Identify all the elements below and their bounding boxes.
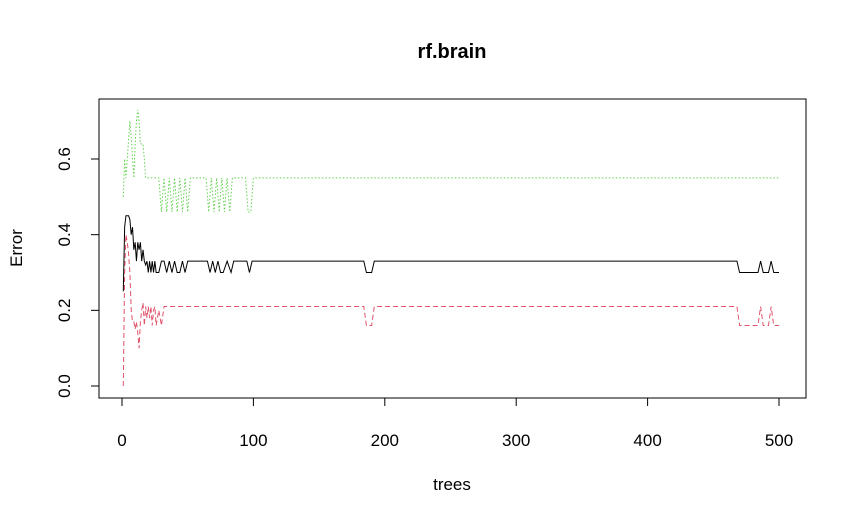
y-tick-label: 0.2 <box>55 299 74 323</box>
y-tick-label: 0.6 <box>55 147 74 171</box>
series-layer <box>122 109 779 387</box>
series-line-0 <box>122 215 779 292</box>
x-tick-label: 100 <box>239 431 267 450</box>
x-tick-label: 300 <box>502 431 530 450</box>
plot-frame <box>98 98 807 399</box>
y-tick-label: 0.0 <box>55 374 74 398</box>
y-axis-label: Error <box>7 229 26 267</box>
y-tick-label: 0.4 <box>55 223 74 247</box>
chart-title: rf.brain <box>418 41 487 63</box>
series-line-1 <box>122 234 779 387</box>
x-tick-label: 200 <box>371 431 399 450</box>
x-tick-label: 0 <box>117 431 126 450</box>
x-tick-label: 500 <box>765 431 793 450</box>
x-axis: 0 100 200 300 400 500 <box>117 397 793 450</box>
y-axis: 0.0 0.2 0.4 0.6 <box>55 147 100 398</box>
x-axis-label: trees <box>433 475 471 494</box>
series-line-2 <box>122 109 779 213</box>
x-tick-label: 400 <box>633 431 661 450</box>
